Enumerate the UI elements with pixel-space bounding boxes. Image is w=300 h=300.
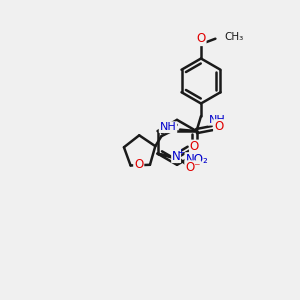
Text: NO₂: NO₂	[185, 153, 208, 166]
Text: O: O	[214, 120, 223, 133]
Text: O: O	[190, 140, 199, 153]
Text: NH: NH	[160, 122, 176, 132]
Text: O: O	[196, 32, 206, 45]
Text: O⁻: O⁻	[185, 161, 201, 174]
Text: NH: NH	[208, 115, 225, 125]
Text: N: N	[172, 149, 181, 163]
Text: CH₃: CH₃	[224, 32, 244, 43]
Text: +: +	[177, 148, 184, 157]
Text: O: O	[134, 158, 143, 171]
